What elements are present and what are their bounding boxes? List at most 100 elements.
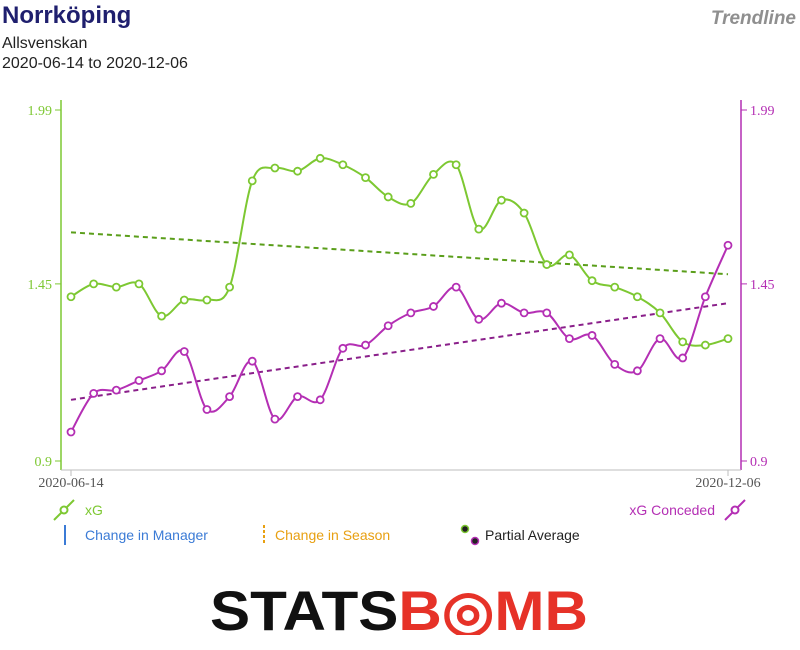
trendline-badge: Trendline — [710, 8, 796, 29]
partial-average-icon-top — [460, 524, 470, 534]
xg-conceded-point[interactable] — [565, 334, 574, 344]
right-tick-label: 1.99 — [750, 104, 775, 119]
xg-conceded-point[interactable] — [451, 282, 461, 292]
xg-point[interactable] — [315, 153, 325, 163]
right-axis-ticks: 1.99 1.45 0.9 — [741, 104, 775, 470]
xg-point[interactable] — [134, 279, 144, 289]
legend-manager-label: Change in Manager — [85, 527, 208, 543]
left-tick-label: 1.45 — [28, 278, 53, 293]
legend-xg-conceded[interactable]: xG Conceded — [629, 499, 746, 521]
legend-season-label: Change in Season — [275, 527, 390, 543]
xg-point[interactable] — [519, 208, 529, 218]
partial-average-icon-bottom — [470, 536, 480, 546]
date-range-label: 2020-06-14 to 2020-12-06 — [2, 55, 188, 72]
xg-conceded-point[interactable] — [111, 385, 121, 395]
page-title: Norrköping — [2, 2, 132, 29]
xg-conceded-point[interactable] — [632, 366, 642, 376]
xg-series — [66, 153, 733, 350]
legend-xg-marker — [59, 505, 69, 515]
xg-point[interactable] — [89, 279, 99, 289]
xg-conceded-point[interactable] — [225, 392, 234, 401]
trendlines — [70, 231, 729, 401]
xg-point[interactable] — [565, 250, 574, 260]
right-tick-label: 1.45 — [750, 278, 775, 293]
logo-mb: MB — [494, 583, 588, 635]
xg-point[interactable] — [406, 198, 416, 208]
xg-point[interactable] — [202, 295, 212, 305]
left-axis-ticks: 1.99 1.45 0.9 — [28, 104, 61, 470]
xg-conceded-point[interactable] — [655, 334, 665, 344]
xg-conceded-point[interactable] — [179, 347, 189, 356]
logo-o-spacer: ◎ — [442, 583, 495, 635]
xg-conceded-point[interactable] — [202, 405, 212, 414]
xg-point[interactable] — [632, 292, 642, 302]
xg-point[interactable] — [429, 170, 438, 179]
xg-conceded-series — [66, 240, 733, 437]
legend-partial-average: Partial Average — [460, 524, 580, 546]
xg-point[interactable] — [66, 292, 76, 302]
xg-conceded-point[interactable] — [678, 353, 688, 363]
xg-point[interactable] — [338, 160, 348, 170]
xg-point[interactable] — [247, 176, 257, 186]
xg-point[interactable] — [587, 276, 597, 286]
xg-point[interactable] — [497, 195, 506, 205]
xg-point[interactable] — [678, 337, 688, 347]
xg-conceded-point[interactable] — [315, 395, 325, 405]
xg-conceded-point[interactable] — [587, 331, 597, 340]
xg-conceded-point[interactable] — [406, 308, 416, 318]
legend-xg-label: xG — [85, 502, 103, 518]
xg-conceded-point[interactable] — [134, 376, 144, 385]
legend-xg[interactable]: xG — [53, 499, 103, 521]
xg-conceded-line — [70, 244, 729, 433]
xg-conceded-point[interactable] — [270, 414, 280, 424]
xg-point[interactable] — [111, 282, 121, 292]
xg-conceded-trendline — [70, 302, 729, 401]
xg-point[interactable] — [700, 340, 710, 350]
legend-partial-average-label: Partial Average — [485, 527, 580, 543]
left-tick-label: 1.99 — [28, 104, 53, 119]
xg-conceded-point[interactable] — [293, 392, 302, 401]
xg-conceded-point[interactable] — [610, 359, 620, 369]
x-tick-label-end: 2020-12-06 — [695, 476, 760, 491]
xg-point[interactable] — [542, 260, 552, 269]
xg-conceded-point[interactable] — [338, 343, 348, 353]
xg-conceded-point[interactable] — [700, 292, 710, 302]
xg-conceded-point[interactable] — [247, 356, 257, 366]
legend-change-manager: Change in Manager — [64, 525, 208, 545]
xg-conceded-point[interactable] — [157, 366, 167, 376]
xg-conceded-point[interactable] — [66, 427, 76, 437]
xg-trendline — [70, 231, 729, 276]
logo-stats: STATS — [210, 583, 398, 635]
x-tick-label-start: 2020-06-14 — [38, 476, 103, 491]
legend-xg-conceded-label: xG Conceded — [629, 502, 715, 518]
xg-conceded-point[interactable] — [429, 302, 438, 311]
xg-point[interactable] — [293, 166, 302, 176]
xg-point[interactable] — [179, 295, 189, 305]
xg-point[interactable] — [157, 311, 167, 321]
xg-point[interactable] — [270, 163, 280, 173]
xg-conceded-point[interactable] — [519, 308, 529, 318]
xg-point[interactable] — [655, 308, 665, 318]
xg-point[interactable] — [451, 160, 461, 170]
xg-conceded-point[interactable] — [361, 340, 370, 350]
legend-change-season: Change in Season — [263, 525, 390, 545]
xg-point[interactable] — [361, 173, 370, 183]
xg-conceded-point[interactable] — [383, 321, 393, 331]
left-tick-label: 0.9 — [35, 455, 53, 470]
xg-conceded-point[interactable] — [474, 314, 484, 324]
xg-point[interactable] — [474, 224, 484, 234]
xg-conceded-point[interactable] — [497, 298, 506, 308]
legend-xg-conceded-marker — [730, 505, 740, 515]
xg-conceded-point[interactable] — [542, 308, 552, 318]
xg-point[interactable] — [610, 282, 620, 292]
competition-label: Allsvenskan — [2, 35, 88, 52]
logo-b: B — [398, 583, 441, 635]
xg-conceded-point[interactable] — [723, 240, 733, 250]
xg-point[interactable] — [225, 282, 234, 292]
xg-point[interactable] — [723, 334, 733, 344]
xg-conceded-point[interactable] — [89, 388, 99, 398]
statsbomb-logo: STATS B◎MB — [210, 583, 588, 635]
xg-point[interactable] — [383, 192, 393, 202]
